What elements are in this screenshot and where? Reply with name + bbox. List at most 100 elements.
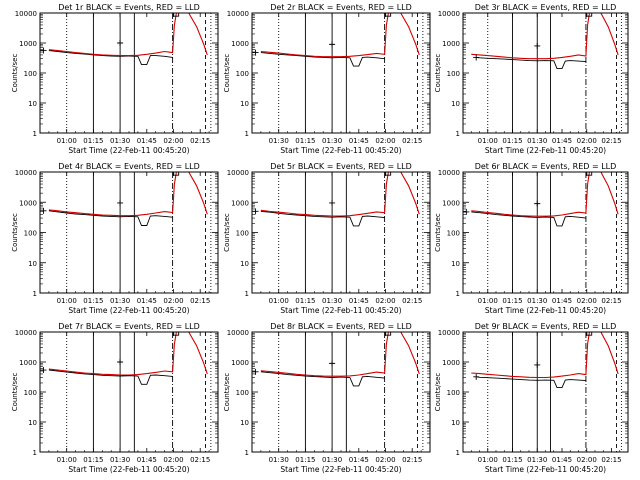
- plot-area: [471, 332, 622, 452]
- lld-series-line: [48, 172, 208, 217]
- events-series-line: [471, 211, 586, 227]
- x-axis-label: Start Time (22-Feb-11 00:45:20): [68, 306, 189, 315]
- x-tick-label: 01:00: [478, 297, 498, 305]
- x-tick-label: 01:30: [269, 456, 289, 464]
- y-tick-label: 1000: [231, 199, 249, 207]
- y-tick-label: 100: [24, 70, 37, 78]
- x-tick-label: 01:30: [527, 456, 547, 464]
- y-tick-label: 10000: [438, 329, 460, 337]
- y-tick-label: 100: [236, 70, 249, 78]
- panel-det-1: 1 10 100 1000 10000 01:00 01:15 01:30 01:45 02:00…: [11, 3, 219, 155]
- y-axis-label: Counts/sec: [434, 213, 442, 252]
- y-tick-label: 100: [24, 230, 37, 238]
- y-axis-label: Counts/sec: [11, 213, 19, 252]
- panel-title: Det 3r BLACK = Events, RED = LLD: [475, 3, 617, 12]
- x-tick-label: 01:45: [552, 456, 572, 464]
- x-tick-label: 01:15: [502, 137, 522, 145]
- y-tick-label: 100: [447, 230, 460, 238]
- plus-marker: [534, 361, 541, 368]
- plus-marker: [473, 54, 480, 61]
- x-axis-label: Start Time (22-Feb-11 00:45:20): [280, 146, 401, 155]
- plot-area: [463, 172, 622, 293]
- y-tick-label: 10000: [227, 329, 249, 337]
- y-tick-label: 10000: [15, 169, 37, 177]
- panel-det-3: 1 10 100 1000 10000 01:00 01:15 01:30 01:45 02:00…: [434, 3, 629, 155]
- y-tick-label: 10000: [15, 10, 37, 18]
- panel-title: Det 9r BLACK = Events, RED = LLD: [475, 322, 617, 331]
- x-tick-label: 01:45: [552, 137, 572, 145]
- y-tick-label: 10000: [15, 329, 37, 337]
- x-tick-label: 01:30: [269, 137, 289, 145]
- plot-area: [252, 172, 424, 293]
- events-series-line: [260, 210, 385, 227]
- y-tick-label: 10: [240, 100, 249, 108]
- x-tick-label: 01:45: [349, 137, 369, 145]
- y-axis-label: Counts/sec: [434, 373, 442, 412]
- plus-marker: [534, 42, 541, 49]
- x-tick-label: 02:00: [577, 137, 597, 145]
- y-axis-label: Counts/sec: [11, 373, 19, 412]
- x-tick-label: 02:15: [601, 137, 621, 145]
- events-series-line: [48, 369, 173, 385]
- y-tick-label: 1000: [442, 40, 460, 48]
- plus-marker: [329, 199, 336, 206]
- x-tick-label: 02:00: [163, 137, 183, 145]
- panel-title: Det 2r BLACK = Events, RED = LLD: [270, 3, 412, 12]
- x-tick-label: 01:15: [502, 456, 522, 464]
- y-tick-label: 1: [245, 449, 249, 457]
- x-tick-label: 01:15: [83, 137, 103, 145]
- events-series-line: [48, 50, 173, 66]
- x-tick-label: 01:15: [83, 297, 103, 305]
- x-axis-label: Start Time (22-Feb-11 00:45:20): [68, 146, 189, 155]
- x-tick-label: 01:00: [478, 137, 498, 145]
- lld-series-line: [260, 13, 420, 58]
- x-tick-label: 02:15: [601, 456, 621, 464]
- panel-det-5: 1 10 100 1000 10000 01:00 01:15 01:30 01:45 02:00…: [223, 162, 431, 315]
- x-tick-label: 01:15: [83, 456, 103, 464]
- y-tick-label: 1: [456, 130, 460, 138]
- plus-marker: [252, 49, 259, 56]
- y-tick-label: 100: [447, 389, 460, 397]
- x-axis-label: Start Time (22-Feb-11 00:45:20): [485, 146, 606, 155]
- x-tick-label: 01:00: [57, 456, 77, 464]
- x-tick-label: 02:00: [577, 456, 597, 464]
- y-axis-label: Counts/sec: [434, 54, 442, 93]
- y-tick-label: 10: [451, 100, 460, 108]
- x-tick-label: 01:45: [349, 297, 369, 305]
- lld-series-line: [260, 172, 420, 217]
- x-tick-label: 01:00: [269, 297, 289, 305]
- panel-det-8: 1 10 100 1000 10000 01:30 01:15 01:30 01:45 02:00…: [223, 322, 431, 474]
- x-tick-label: 02:00: [375, 297, 395, 305]
- lld-series-line: [48, 332, 208, 376]
- events-series-line: [260, 371, 385, 387]
- y-tick-label: 10: [240, 419, 249, 427]
- y-tick-label: 1000: [442, 359, 460, 367]
- plot-area: [471, 13, 622, 133]
- x-tick-label: 02:15: [402, 137, 422, 145]
- y-axis-label: Counts/sec: [223, 54, 231, 93]
- y-tick-label: 1000: [19, 359, 37, 367]
- plus-marker: [117, 359, 124, 365]
- x-axis-label: Start Time (22-Feb-11 00:45:20): [280, 306, 401, 315]
- plot-area: [252, 332, 424, 452]
- plot-area: [40, 172, 212, 293]
- y-tick-label: 100: [236, 389, 249, 397]
- x-tick-label: 01:15: [295, 456, 315, 464]
- y-tick-label: 10000: [438, 169, 460, 177]
- events-series-line: [476, 56, 586, 70]
- y-tick-label: 1000: [231, 40, 249, 48]
- lld-series-line: [471, 13, 619, 60]
- x-tick-label: 01:30: [527, 137, 547, 145]
- x-tick-label: 02:15: [190, 456, 210, 464]
- y-tick-label: 10000: [227, 169, 249, 177]
- x-tick-label: 01:15: [502, 297, 522, 305]
- x-tick-label: 02:00: [163, 297, 183, 305]
- events-series-line: [48, 210, 173, 226]
- plus-marker: [40, 367, 47, 374]
- y-tick-label: 10000: [227, 10, 249, 18]
- y-tick-label: 100: [24, 389, 37, 397]
- y-tick-label: 10: [28, 260, 37, 268]
- x-tick-label: 02:15: [402, 297, 422, 305]
- x-tick-label: 01:30: [322, 297, 342, 305]
